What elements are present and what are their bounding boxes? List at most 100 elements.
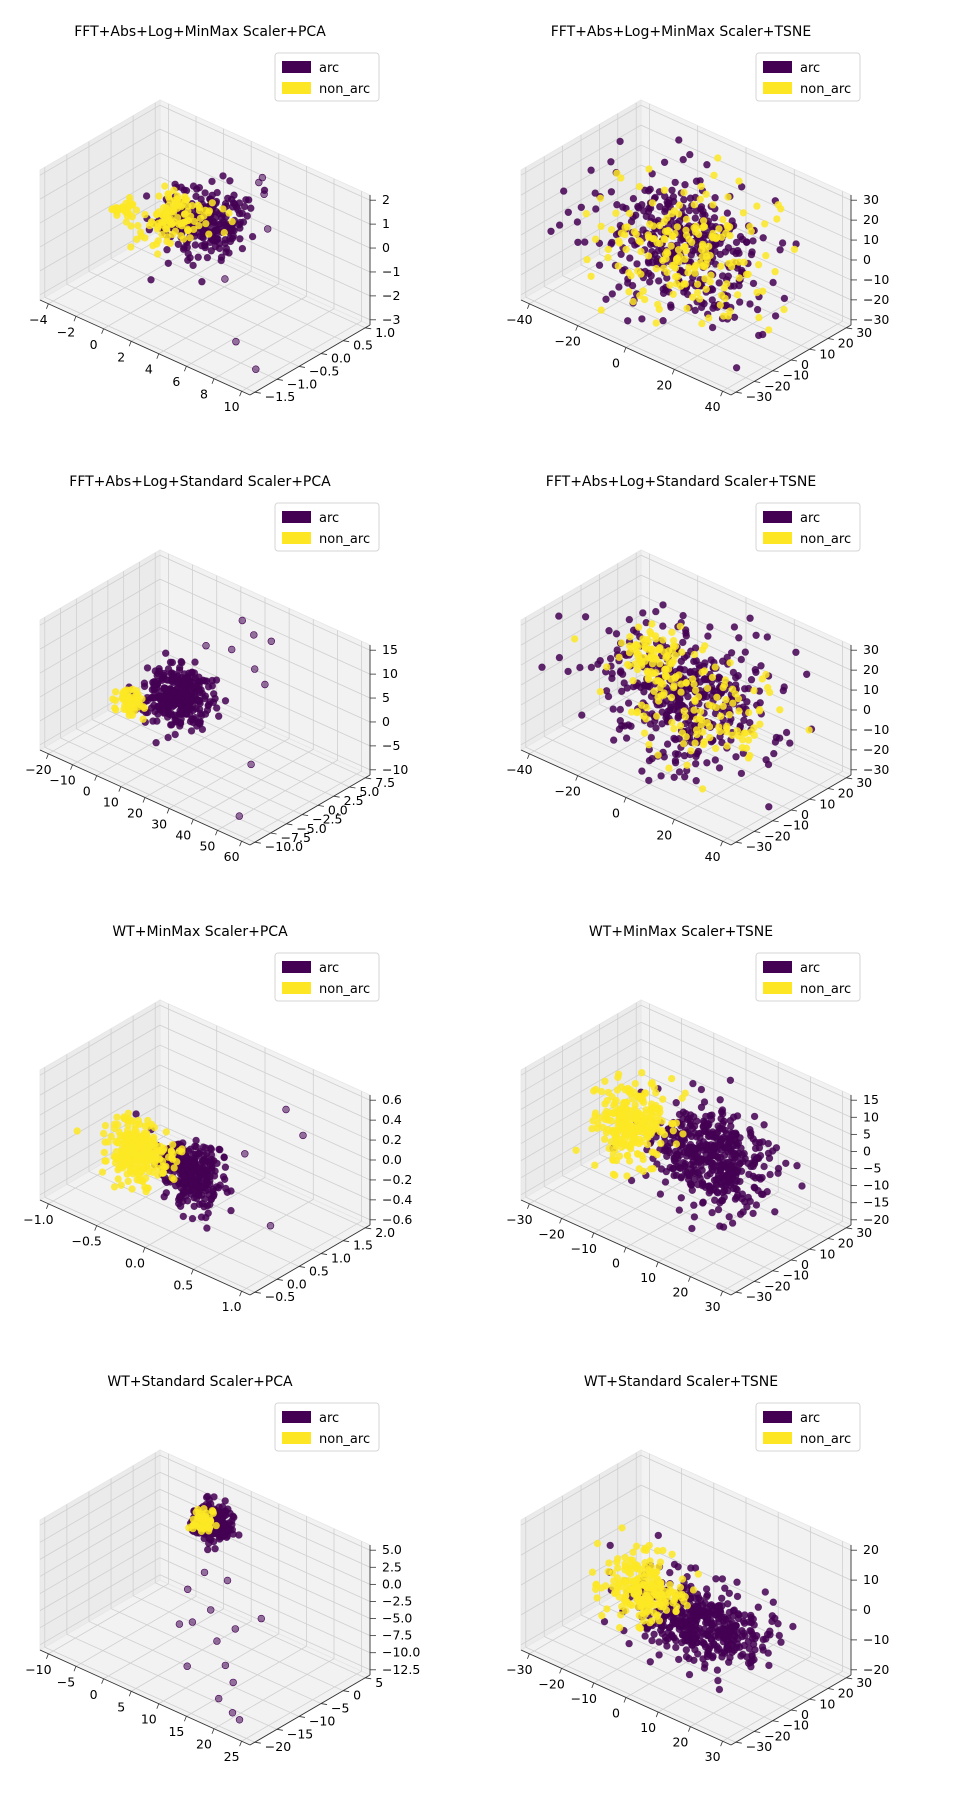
data-point-non_arc <box>661 665 669 674</box>
data-point-non_arc <box>761 220 769 228</box>
y-grid-line <box>525 296 736 393</box>
data-point-arc <box>681 773 689 781</box>
data-point-arc <box>606 1541 614 1550</box>
data-point-non_arc <box>693 288 702 297</box>
data-point-arc <box>674 712 683 720</box>
data-point-non_arc <box>719 683 727 692</box>
data-point-non_arc <box>161 182 169 190</box>
data-point-non_arc <box>162 1128 171 1136</box>
data-point-non_arc <box>614 262 622 270</box>
y-tick <box>772 820 779 823</box>
subplot-1: −4−20246810−1.5−1.0−0.50.00.51.0−3−2−101… <box>29 24 400 414</box>
data-point-arc <box>694 1650 702 1658</box>
data-point-arc <box>238 244 247 253</box>
data-point-arc <box>747 1129 755 1137</box>
data-point-non_arc <box>183 225 192 233</box>
data-point-non_arc <box>702 190 710 198</box>
data-point-non_arc <box>597 306 606 314</box>
data-point-arc <box>747 250 756 259</box>
data-point-arc <box>633 260 641 268</box>
y-tick <box>735 1291 742 1294</box>
data-point-arc <box>671 178 679 187</box>
data-point-non_arc <box>648 199 657 207</box>
z-grid-line <box>159 224 371 321</box>
data-point-arc <box>719 657 727 665</box>
data-point-arc <box>211 694 219 703</box>
data-point-arc <box>712 1129 721 1137</box>
x-tick-label: 20 <box>672 1285 688 1300</box>
y-tick-label: 7.5 <box>375 775 395 790</box>
data-point-arc <box>235 812 244 820</box>
z-grid-line <box>640 594 852 691</box>
data-point-arc <box>707 1115 716 1124</box>
z-grid-line <box>520 574 642 646</box>
data-point-non_arc <box>662 653 670 662</box>
y-grid-line <box>544 1186 755 1282</box>
data-point-arc <box>620 679 628 687</box>
data-point-non_arc <box>708 673 717 682</box>
data-point-arc <box>650 1630 658 1638</box>
x-tick-label: 15 <box>168 1724 184 1739</box>
data-point-arc <box>646 1658 655 1666</box>
data-point-arc <box>663 740 672 748</box>
z-tick-label: −1 <box>382 264 400 279</box>
data-point-non_arc <box>668 232 677 240</box>
data-point-arc <box>714 1631 723 1639</box>
data-point-non_arc <box>646 1619 654 1627</box>
subplot-4: −40−2002040−30−20−100102030−30−20−100102… <box>506 474 889 864</box>
x-tick <box>688 1726 691 1732</box>
x-tick <box>720 1741 723 1747</box>
data-point-arc <box>219 1530 227 1538</box>
x-tick <box>46 1203 49 1209</box>
data-point-arc <box>684 692 692 701</box>
data-point-non_arc <box>208 199 217 207</box>
data-point-arc <box>659 622 667 630</box>
data-point-non_arc <box>696 259 704 267</box>
x-grid-line <box>241 1220 362 1292</box>
data-point-arc <box>178 1174 186 1182</box>
data-point-arc <box>231 1625 240 1633</box>
data-point-arc <box>175 1199 183 1208</box>
data-point-arc <box>195 183 204 192</box>
data-point-arc <box>215 712 223 720</box>
data-point-arc <box>208 1162 216 1171</box>
x-tick <box>211 1728 215 1734</box>
data-point-non_arc <box>600 1135 609 1143</box>
data-point-non_arc <box>128 685 137 694</box>
legend-label-non_arc: non_arc <box>319 532 370 547</box>
data-point-arc <box>691 644 700 652</box>
x-tick <box>211 378 215 384</box>
y-tick-label: −30 <box>746 1289 772 1304</box>
z-tick-label: −20 <box>863 742 889 757</box>
data-point-arc <box>738 1195 746 1203</box>
subplot-7: −10−50510152025−20−15−10−505−12.5−10.0−7… <box>25 1374 420 1764</box>
data-point-arc <box>743 1203 751 1211</box>
data-point-non_arc <box>685 263 693 272</box>
data-point-arc <box>547 227 555 236</box>
data-point-non_arc <box>601 1077 609 1086</box>
x-grid-line <box>193 749 314 820</box>
data-point-arc <box>746 614 754 622</box>
z-tick-label: −15 <box>863 1195 889 1210</box>
data-point-arc <box>725 1213 733 1221</box>
x-tick-label: 0 <box>612 356 620 371</box>
x-tick-label: 2 <box>117 349 125 364</box>
data-point-arc <box>175 1620 184 1628</box>
data-point-arc <box>702 1585 711 1593</box>
data-point-arc <box>201 710 210 718</box>
z-grid-line <box>39 128 161 200</box>
data-point-non_arc <box>691 696 699 704</box>
data-point-arc <box>184 249 192 258</box>
data-point-non_arc <box>699 728 707 736</box>
subplot-8: −30−20−100102030−30−20−100102030−20−1001… <box>506 1374 889 1764</box>
data-point-non_arc <box>654 751 662 759</box>
z-tick-label: −10 <box>863 272 889 287</box>
data-point-non_arc <box>718 291 726 299</box>
data-point-non_arc <box>682 247 690 255</box>
data-point-arc <box>657 772 665 780</box>
data-point-non_arc <box>652 669 660 677</box>
z-grid-line <box>159 152 371 249</box>
z-grid-line <box>159 1044 371 1141</box>
data-point-arc <box>714 1676 722 1685</box>
data-point-non_arc <box>587 272 595 280</box>
